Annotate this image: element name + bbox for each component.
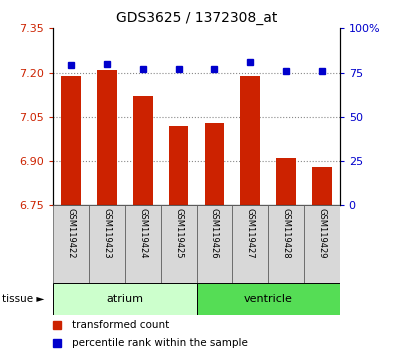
FancyBboxPatch shape [304,205,340,283]
Bar [241,75,260,205]
Text: GSM119426: GSM119426 [210,208,219,258]
Bar [205,123,224,205]
Text: transformed count: transformed count [72,320,169,330]
Text: GSM119429: GSM119429 [317,208,326,258]
FancyBboxPatch shape [53,283,197,315]
Text: atrium: atrium [106,294,143,304]
Text: GSM119425: GSM119425 [174,208,183,258]
FancyBboxPatch shape [89,205,125,283]
FancyBboxPatch shape [53,205,89,283]
Text: GSM119422: GSM119422 [67,208,76,258]
Title: GDS3625 / 1372308_at: GDS3625 / 1372308_at [116,11,277,24]
Text: tissue ►: tissue ► [2,294,44,304]
Text: GSM119424: GSM119424 [138,208,147,258]
Text: ventricle: ventricle [244,294,293,304]
Bar [312,167,332,205]
FancyBboxPatch shape [268,205,304,283]
FancyBboxPatch shape [197,205,232,283]
Bar [61,75,81,205]
FancyBboxPatch shape [197,283,340,315]
Text: GSM119427: GSM119427 [246,208,255,258]
Bar [133,96,152,205]
Text: percentile rank within the sample: percentile rank within the sample [72,338,248,348]
FancyBboxPatch shape [125,205,161,283]
Text: GSM119423: GSM119423 [103,208,111,258]
FancyBboxPatch shape [161,205,197,283]
Bar [97,70,117,205]
FancyBboxPatch shape [232,205,268,283]
Text: GSM119428: GSM119428 [282,208,290,258]
Bar [276,158,296,205]
Bar [169,126,188,205]
